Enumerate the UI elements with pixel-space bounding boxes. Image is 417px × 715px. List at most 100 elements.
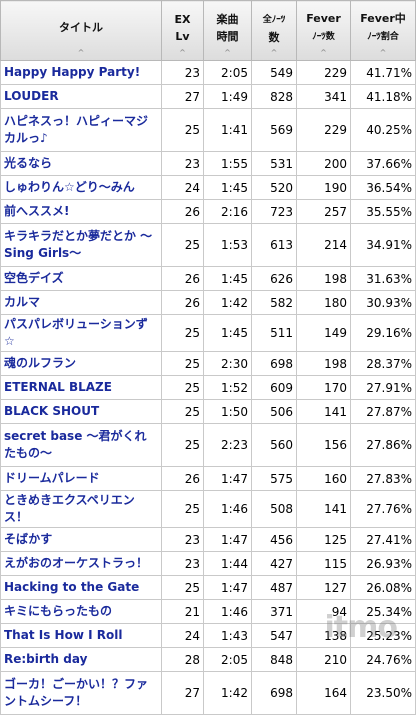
total-notes-cell: 531 bbox=[251, 151, 297, 176]
ex-level-cell: 25 bbox=[161, 314, 204, 352]
total-notes-cell: 371 bbox=[251, 599, 297, 624]
song-time-cell: 1:45 bbox=[203, 266, 252, 291]
total-notes-cell: 427 bbox=[251, 551, 297, 576]
sort-arrow-icon[interactable]: ^ bbox=[77, 48, 85, 57]
table-row: ドリームパレード 26 1:47 575 160 27.83% bbox=[0, 466, 416, 491]
header-title[interactable]: タイトル ^ bbox=[0, 0, 162, 61]
ex-level-cell: 25 bbox=[161, 423, 204, 467]
header-fever-notes-label-1: Fever bbox=[306, 11, 341, 25]
song-title-link[interactable]: ドリームパレード bbox=[0, 466, 162, 491]
song-title-link[interactable]: Re:birth day bbox=[0, 647, 162, 672]
song-time-cell: 1:46 bbox=[203, 490, 252, 528]
table-row: 空色デイズ 26 1:45 626 198 31.63% bbox=[0, 266, 416, 291]
header-fever-notes[interactable]: Fever ﾉｰﾂ数 ^ bbox=[296, 0, 351, 61]
song-title-link[interactable]: 光るなら bbox=[0, 151, 162, 176]
fever-notes-cell: 229 bbox=[296, 60, 351, 85]
song-title-link[interactable]: 魂のルフラン bbox=[0, 351, 162, 376]
ex-level-cell: 28 bbox=[161, 647, 204, 672]
sort-arrow-icon[interactable]: ^ bbox=[379, 48, 387, 57]
total-notes-cell: 487 bbox=[251, 575, 297, 600]
total-notes-cell: 520 bbox=[251, 175, 297, 200]
fever-notes-cell: 149 bbox=[296, 314, 351, 352]
ex-level-cell: 25 bbox=[161, 490, 204, 528]
header-song-time-label-1: 楽曲 bbox=[216, 12, 239, 26]
header-total-notes-label-2: 数 bbox=[268, 30, 280, 44]
fever-notes-cell: 180 bbox=[296, 290, 351, 315]
song-time-cell: 2:30 bbox=[203, 351, 252, 376]
song-time-cell: 1:42 bbox=[203, 290, 252, 315]
song-title-link[interactable]: Hacking to the Gate bbox=[0, 575, 162, 600]
fever-rate-cell: 25.34% bbox=[350, 599, 416, 624]
table-row: secret base ～君がくれたもの～ 25 2:23 560 156 27.86% bbox=[0, 423, 416, 467]
song-title-link[interactable]: そばかす bbox=[0, 527, 162, 552]
fever-notes-cell: 125 bbox=[296, 527, 351, 552]
ex-level-cell: 25 bbox=[161, 223, 204, 267]
total-notes-cell: 569 bbox=[251, 108, 297, 152]
total-notes-cell: 456 bbox=[251, 527, 297, 552]
fever-notes-cell: 229 bbox=[296, 108, 351, 152]
fever-rate-cell: 27.87% bbox=[350, 399, 416, 424]
song-title-link[interactable]: カルマ bbox=[0, 290, 162, 315]
fever-notes-cell: 210 bbox=[296, 647, 351, 672]
header-song-time[interactable]: 楽曲 時間 ^ bbox=[203, 0, 252, 61]
fever-rate-cell: 40.25% bbox=[350, 108, 416, 152]
song-title-link[interactable]: 空色デイズ bbox=[0, 266, 162, 291]
song-title-link[interactable]: That Is How I Roll bbox=[0, 623, 162, 648]
fever-rate-cell: 24.76% bbox=[350, 647, 416, 672]
ex-level-cell: 24 bbox=[161, 623, 204, 648]
fever-rate-cell: 36.54% bbox=[350, 175, 416, 200]
sort-arrow-icon[interactable]: ^ bbox=[320, 48, 327, 57]
song-time-cell: 1:41 bbox=[203, 108, 252, 152]
song-time-cell: 1:42 bbox=[203, 671, 252, 715]
song-title-link[interactable]: えがおのオーケストラっ！ bbox=[0, 551, 162, 576]
sort-arrow-icon[interactable]: ^ bbox=[179, 48, 186, 57]
table-row: キラキラだとか夢だとか ～Sing Girls～ 25 1:53 613 214 34.9… bbox=[0, 223, 416, 267]
song-time-cell: 1:47 bbox=[203, 527, 252, 552]
song-title-link[interactable]: しゅわりん☆どり～みん bbox=[0, 175, 162, 200]
song-title-link[interactable]: LOUDER bbox=[0, 84, 162, 109]
song-time-cell: 1:52 bbox=[203, 375, 252, 400]
table-row: しゅわりん☆どり～みん 24 1:45 520 190 36.54% bbox=[0, 175, 416, 200]
song-title-link[interactable]: 前へススメ! bbox=[0, 199, 162, 224]
ex-level-cell: 24 bbox=[161, 175, 204, 200]
song-title-link[interactable]: ゴーカ！ごーかい！？ファントムシーフ！ bbox=[0, 671, 162, 715]
fever-notes-cell: 164 bbox=[296, 671, 351, 715]
table-row: パスパレボリューションず☆ 25 1:45 511 149 29.16% bbox=[0, 314, 416, 352]
fever-notes-cell: 214 bbox=[296, 223, 351, 267]
song-time-cell: 1:55 bbox=[203, 151, 252, 176]
song-title-link[interactable]: ETERNAL BLAZE bbox=[0, 375, 162, 400]
table-row: そばかす 23 1:47 456 125 27.41% bbox=[0, 527, 416, 552]
song-time-cell: 1:47 bbox=[203, 466, 252, 491]
song-time-cell: 1:45 bbox=[203, 175, 252, 200]
fever-notes-cell: 138 bbox=[296, 623, 351, 648]
table-row: キミにもらったもの 21 1:46 371 94 25.34% bbox=[0, 599, 416, 624]
song-title-link[interactable]: ハピネスっ！ハピィーマジカルっ♪ bbox=[0, 108, 162, 152]
total-notes-cell: 698 bbox=[251, 351, 297, 376]
fever-rate-cell: 26.08% bbox=[350, 575, 416, 600]
header-fever-rate[interactable]: Fever中 ﾉｰﾂ割合 ^ bbox=[350, 0, 416, 61]
table-row: ときめきエクスペリエンス！ 25 1:46 508 141 27.76% bbox=[0, 490, 416, 528]
fever-rate-cell: 34.91% bbox=[350, 223, 416, 267]
total-notes-cell: 508 bbox=[251, 490, 297, 528]
header-total-notes[interactable]: 全ﾉｰﾂ 数 ^ bbox=[251, 0, 297, 61]
total-notes-cell: 547 bbox=[251, 623, 297, 648]
song-title-link[interactable]: Happy Happy Party! bbox=[0, 60, 162, 85]
ex-level-cell: 26 bbox=[161, 199, 204, 224]
fever-notes-cell: 190 bbox=[296, 175, 351, 200]
sort-arrow-icon[interactable]: ^ bbox=[224, 48, 231, 57]
total-notes-cell: 626 bbox=[251, 266, 297, 291]
song-title-link[interactable]: パスパレボリューションず☆ bbox=[0, 314, 162, 352]
header-fever-rate-label-1: Fever中 bbox=[360, 11, 406, 25]
header-ex-lv[interactable]: EX Lv ^ bbox=[161, 0, 204, 61]
song-title-link[interactable]: キラキラだとか夢だとか ～Sing Girls～ bbox=[0, 223, 162, 267]
song-title-link[interactable]: ときめきエクスペリエンス！ bbox=[0, 490, 162, 528]
sort-arrow-icon[interactable]: ^ bbox=[270, 48, 278, 57]
header-fever-notes-label-2: ﾉｰﾂ数 bbox=[312, 31, 335, 42]
song-title-link[interactable]: secret base ～君がくれたもの～ bbox=[0, 423, 162, 467]
song-title-link[interactable]: BLACK SHOUT bbox=[0, 399, 162, 424]
song-title-link[interactable]: キミにもらったもの bbox=[0, 599, 162, 624]
table-row: カルマ 26 1:42 582 180 30.93% bbox=[0, 290, 416, 315]
ex-level-cell: 25 bbox=[161, 575, 204, 600]
table-row: ハピネスっ！ハピィーマジカルっ♪ 25 1:41 569 229 40.25% bbox=[0, 108, 416, 152]
table-row: Re:birth day 28 2:05 848 210 24.76% bbox=[0, 647, 416, 672]
